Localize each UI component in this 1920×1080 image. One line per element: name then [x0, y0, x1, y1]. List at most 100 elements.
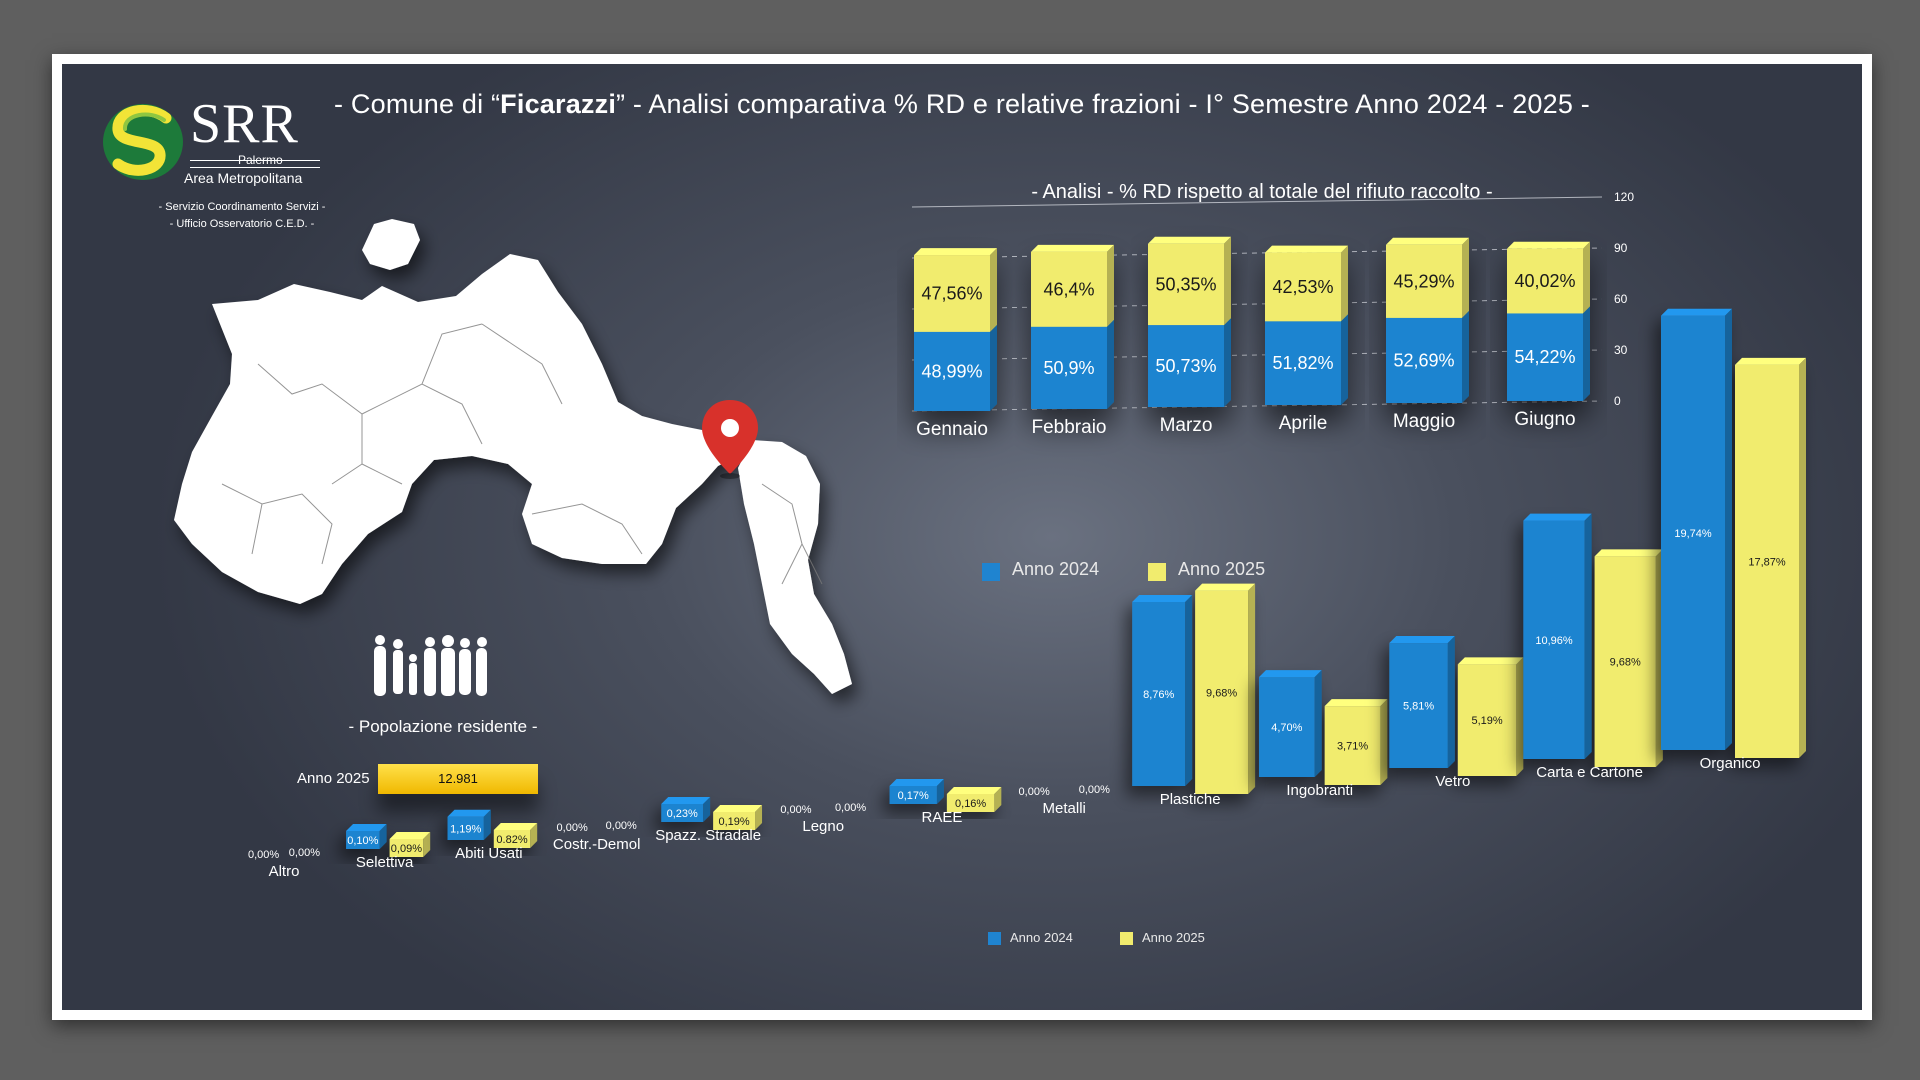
data-label-2025: 47,56%	[921, 283, 982, 303]
bar-2024	[1389, 636, 1455, 768]
category-label: Abiti Usati	[455, 845, 523, 862]
bar-2024	[1148, 318, 1231, 407]
bar-2025	[713, 805, 763, 830]
month-stack	[1148, 236, 1231, 407]
data-label-2025: 9,68%	[1206, 687, 1237, 699]
bar-2025	[1507, 241, 1590, 314]
infographic-panel: - Comune di “Ficarazzi” - Analisi compar…	[62, 64, 1862, 1010]
bar-2025	[1457, 657, 1524, 776]
bar-2025	[1031, 244, 1114, 327]
data-label-2024: 52,69%	[1393, 350, 1454, 370]
bar-2025	[914, 248, 997, 332]
category-label: Giugno	[1514, 409, 1575, 430]
data-label-2024: 50,9%	[1043, 358, 1094, 378]
data-label-2025: 0.82%	[496, 834, 527, 846]
fraction-pair	[1132, 583, 1256, 794]
location-pin-icon	[702, 400, 758, 479]
category-label: Selettiva	[356, 854, 414, 871]
monthly-rd-chart: 0 30 60 90 120 48,99% 47,56% Gennaio 50,9% 46,4% F…	[911, 190, 1634, 440]
bar-2024	[914, 324, 997, 411]
chart1-title: - Analisi - % RD rispetto al totale del …	[1031, 181, 1493, 203]
page-title: - Comune di “Ficarazzi” - Analisi compar…	[334, 89, 1590, 119]
bar-2025	[946, 787, 1002, 812]
category-label: Maggio	[1393, 411, 1455, 432]
bar-2025	[1148, 236, 1231, 326]
category-label: Metalli	[1043, 800, 1086, 817]
office-line-2: - Ufficio Osservatorio C.E.D. -	[169, 218, 315, 230]
population-bar: 12.981	[378, 764, 538, 794]
data-label-2024: 48,99%	[921, 361, 982, 381]
data-label-2025: 0,00%	[606, 820, 637, 832]
bar-2024	[1031, 319, 1114, 409]
data-label-2024: 4,70%	[1271, 722, 1302, 734]
logo-line2: Area Metropolitana	[184, 170, 303, 186]
category-label: Legno	[802, 818, 844, 835]
month-stack	[1031, 244, 1114, 409]
data-label-2025: 50,35%	[1155, 274, 1216, 294]
chart2-legend-2025-swatch	[1120, 932, 1133, 945]
y-tick-label: 120	[1614, 190, 1634, 204]
data-label-2024: 0,17%	[898, 790, 929, 802]
data-label-2024: 0,23%	[667, 808, 698, 820]
bar-2024	[1523, 513, 1592, 759]
fraction-pair	[661, 797, 763, 830]
y-tick-label: 30	[1614, 343, 1628, 357]
data-label-2024: 19,74%	[1674, 528, 1712, 540]
data-label-2025: 0,00%	[289, 847, 320, 859]
fraction-pair	[1661, 308, 1806, 758]
bar-2025	[1594, 549, 1663, 767]
bar-2025	[1735, 357, 1806, 758]
chart2-legend-2025: Anno 2025	[1142, 930, 1205, 945]
data-label-2025: 5,19%	[1471, 715, 1502, 727]
population-title: - Popolazione residente -	[348, 717, 538, 736]
data-label-2024: 0,00%	[248, 849, 279, 861]
fraction-pair	[346, 824, 431, 857]
gridline	[911, 196, 1603, 208]
data-label-2025: 0,16%	[955, 798, 986, 810]
data-label-2024: 51,82%	[1272, 353, 1333, 373]
fraction-pair	[1258, 670, 1388, 785]
office-line-1: - Servizio Coordinamento Servizi -	[158, 201, 326, 213]
month-stack	[1265, 245, 1348, 405]
chart2-legend-2024: Anno 2024	[1010, 930, 1073, 945]
bar-2024	[661, 797, 711, 822]
category-label: Febbraio	[1032, 417, 1107, 438]
data-label-2024: 5,81%	[1403, 701, 1434, 713]
data-label-2025: 0,09%	[391, 843, 422, 855]
data-label-2024: 0,00%	[780, 804, 811, 816]
bar-2024	[346, 824, 387, 849]
fractions-chart: 0,00% 0,00% Altro 0,10% 0,09%Selettiva 1,19% 0…	[248, 308, 1806, 880]
data-label-2025: 45,29%	[1393, 271, 1454, 291]
data-label-2025: 0,19%	[718, 816, 749, 828]
category-label: Ingobranti	[1286, 782, 1353, 799]
population-year: Anno 2025	[297, 770, 370, 787]
fraction-pair	[1389, 636, 1524, 776]
category-label: Plastiche	[1160, 791, 1221, 808]
bar-2024	[1258, 670, 1322, 777]
logo-line1: Palermo	[238, 153, 283, 167]
category-label: RAEE	[922, 809, 963, 826]
data-label-2024: 8,76%	[1143, 689, 1174, 701]
data-label-2025: 42,53%	[1272, 277, 1333, 297]
territory-map	[174, 219, 852, 694]
category-label: Vetro	[1435, 773, 1470, 790]
logo-rule-2	[190, 167, 320, 168]
bar-2024	[889, 779, 944, 804]
data-label-2024: 54,22%	[1514, 347, 1575, 367]
data-label-2024: 10,96%	[1535, 635, 1573, 647]
population-value: 12.981	[438, 771, 478, 786]
data-label-2025: 0,00%	[835, 802, 866, 814]
chart1-legend-2025-swatch	[1148, 563, 1166, 581]
bar-2024	[1661, 308, 1732, 750]
chart1-legend-2024: Anno 2024	[1012, 559, 1100, 579]
fraction-pair	[447, 809, 538, 848]
data-label-2024: 0,00%	[1019, 786, 1050, 798]
category-label: Altro	[269, 863, 300, 880]
bar-2025	[1324, 699, 1388, 785]
bar-2024	[447, 809, 491, 840]
bar-2024	[1132, 594, 1193, 786]
month-stack	[914, 248, 997, 411]
category-label: Gennaio	[916, 419, 988, 440]
data-label-2024: 0,10%	[347, 835, 378, 847]
data-label-2025: 3,71%	[1337, 741, 1368, 753]
